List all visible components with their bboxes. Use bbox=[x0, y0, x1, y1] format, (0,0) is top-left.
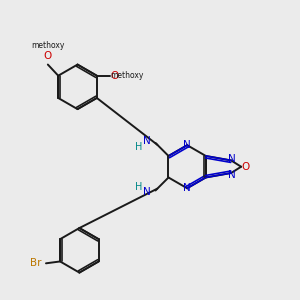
Text: O: O bbox=[242, 162, 250, 172]
Text: N: N bbox=[183, 140, 191, 150]
Text: N: N bbox=[228, 170, 236, 180]
Text: H: H bbox=[136, 182, 143, 192]
Text: N: N bbox=[143, 136, 151, 146]
Text: H: H bbox=[136, 142, 143, 152]
Text: methoxy: methoxy bbox=[110, 71, 144, 80]
Text: Br: Br bbox=[30, 258, 42, 268]
Text: O: O bbox=[110, 71, 118, 81]
Text: N: N bbox=[143, 188, 151, 197]
Text: N: N bbox=[228, 154, 236, 164]
Text: N: N bbox=[183, 183, 191, 193]
Text: methoxy: methoxy bbox=[31, 41, 64, 50]
Text: O: O bbox=[44, 51, 52, 62]
